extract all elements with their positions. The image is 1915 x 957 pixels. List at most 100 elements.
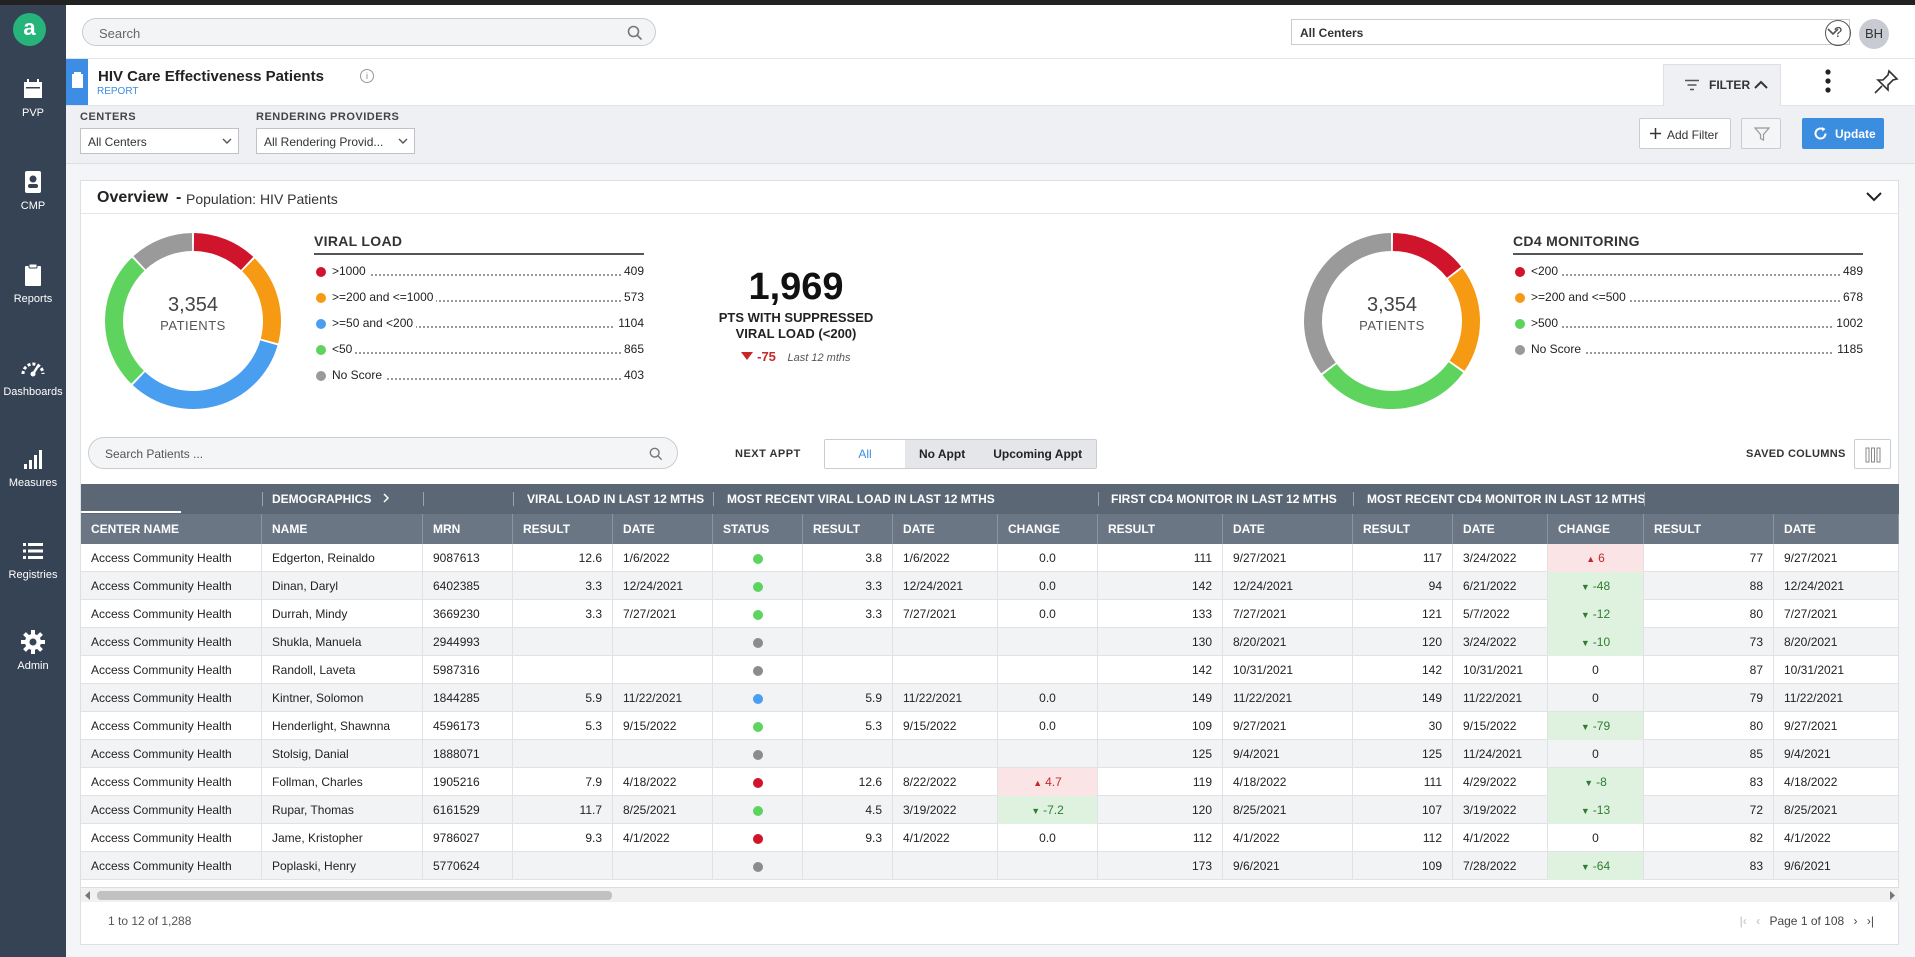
table-row[interactable]: Access Community Health Shukla, Manuela 29… bbox=[81, 628, 1899, 656]
table-row[interactable]: Access Community Health Durrah, Mindy 3669… bbox=[81, 600, 1899, 628]
table-row[interactable]: Access Community Health Randoll, Laveta 59… bbox=[81, 656, 1899, 684]
providers-label: RENDERING PROVIDERS bbox=[256, 111, 400, 123]
clear-filter-button[interactable] bbox=[1741, 118, 1781, 149]
viral-load-donut-slice[interactable] bbox=[105, 257, 145, 384]
column-header[interactable]: RESULT bbox=[513, 514, 613, 544]
table-cell[interactable]: Poplaski, Henry bbox=[262, 852, 423, 880]
user-avatar[interactable]: BH bbox=[1859, 19, 1889, 49]
pin-icon[interactable] bbox=[1872, 68, 1900, 96]
patient-search-input[interactable]: Search Patients ... bbox=[88, 437, 678, 469]
nav-label: PVP bbox=[21, 107, 44, 119]
table-cell: 7/28/2022 bbox=[1453, 852, 1548, 880]
viral-load-donut-slice[interactable] bbox=[133, 233, 193, 270]
column-header[interactable]: RESULT bbox=[803, 514, 893, 544]
viral-load-total: 3,354 bbox=[167, 294, 219, 316]
next-page-icon[interactable]: › bbox=[1853, 914, 1858, 928]
nav-item-measures[interactable]: Measures bbox=[0, 445, 66, 489]
center-select[interactable]: All Centers bbox=[1291, 19, 1850, 45]
column-header[interactable]: RESULT bbox=[1098, 514, 1223, 544]
column-header[interactable]: DATE bbox=[1453, 514, 1548, 544]
column-header[interactable]: MRN bbox=[423, 514, 513, 544]
help-button[interactable]: ? bbox=[1825, 20, 1851, 46]
nav-item-dashboards[interactable]: Dashboards bbox=[0, 354, 66, 398]
table-cell[interactable]: Edgerton, Reinaldo bbox=[262, 544, 423, 572]
table-cell[interactable]: Durrah, Mindy bbox=[262, 600, 423, 628]
horizontal-scrollbar[interactable] bbox=[81, 887, 1899, 902]
scroll-left-icon[interactable] bbox=[84, 891, 92, 900]
table-cell[interactable]: Follman, Charles bbox=[262, 768, 423, 796]
column-header[interactable]: CHANGE bbox=[1548, 514, 1644, 544]
cd4-donut-slice[interactable] bbox=[1448, 268, 1480, 371]
viral-load-donut-slice[interactable] bbox=[242, 258, 281, 344]
column-header[interactable]: DATE bbox=[613, 514, 713, 544]
global-search-input[interactable]: Search bbox=[82, 18, 656, 46]
cd4-donut-slice[interactable] bbox=[1392, 233, 1462, 278]
table-cell[interactable]: Jame, Kristopher bbox=[262, 824, 423, 852]
seg-upcoming-appt[interactable]: Upcoming Appt bbox=[979, 440, 1097, 468]
seg-all[interactable]: All bbox=[825, 440, 905, 468]
table-cell: 1/6/2022 bbox=[613, 544, 713, 572]
table-cell[interactable]: Kintner, Solomon bbox=[262, 684, 423, 712]
column-header[interactable]: NAME bbox=[262, 514, 423, 544]
table-row[interactable]: Access Community Health Jame, Kristopher 9… bbox=[81, 824, 1899, 852]
prev-page-icon[interactable]: ‹ bbox=[1756, 914, 1761, 928]
table-cell[interactable]: Dinan, Daryl bbox=[262, 572, 423, 600]
scrollbar-thumb[interactable] bbox=[97, 891, 612, 900]
more-options-icon[interactable] bbox=[1818, 67, 1838, 97]
update-label: Update bbox=[1835, 127, 1876, 141]
update-button[interactable]: Update bbox=[1802, 118, 1884, 149]
cd4-donut-slice[interactable] bbox=[1304, 233, 1392, 374]
first-page-icon[interactable]: |‹ bbox=[1739, 914, 1747, 928]
scroll-right-icon[interactable] bbox=[1888, 891, 1896, 900]
table-row[interactable]: Access Community Health Kintner, Solomon 1… bbox=[81, 684, 1899, 712]
nav-item-admin[interactable]: Admin bbox=[0, 628, 66, 672]
table-cell[interactable]: Henderlight, Shawnna bbox=[262, 712, 423, 740]
providers-select[interactable]: All Rendering Provid... bbox=[256, 128, 415, 154]
table-cell[interactable]: Rupar, Thomas bbox=[262, 796, 423, 824]
info-icon[interactable]: i bbox=[360, 69, 374, 83]
table-cell bbox=[998, 628, 1098, 656]
cd4-donut-slice[interactable] bbox=[1322, 362, 1464, 409]
table-cell bbox=[613, 628, 713, 656]
viral-load-donut-slice[interactable] bbox=[132, 340, 278, 409]
centers-select[interactable]: All Centers bbox=[80, 128, 239, 154]
table-row[interactable]: Access Community Health Dinan, Daryl 64023… bbox=[81, 572, 1899, 600]
table-row[interactable]: Access Community Health Rupar, Thomas 6161… bbox=[81, 796, 1899, 824]
nav-item-reports[interactable]: Reports bbox=[0, 261, 66, 305]
table-row[interactable]: Access Community Health Henderlight, Shaw… bbox=[81, 712, 1899, 740]
column-header[interactable]: DATE bbox=[1223, 514, 1353, 544]
column-header[interactable]: STATUS bbox=[713, 514, 803, 544]
nav-item-registries[interactable]: Registries bbox=[0, 537, 66, 581]
app-logo[interactable]: a bbox=[13, 13, 46, 46]
table-cell: 0.0 bbox=[998, 544, 1098, 572]
column-header[interactable]: DATE bbox=[893, 514, 998, 544]
status-cell bbox=[713, 740, 803, 768]
table-row[interactable]: Access Community Health Follman, Charles 1… bbox=[81, 768, 1899, 796]
table-cell: 111 bbox=[1353, 768, 1453, 796]
table-row[interactable]: Access Community Health Stolsig, Danial 18… bbox=[81, 740, 1899, 768]
column-header[interactable]: CENTER NAME bbox=[81, 514, 262, 544]
last-page-icon[interactable]: ›| bbox=[1866, 914, 1874, 928]
nav-item-cmp[interactable]: CMP bbox=[0, 168, 66, 212]
table-row[interactable]: Access Community Health Edgerton, Reinald… bbox=[81, 544, 1899, 572]
legend-dot bbox=[316, 267, 326, 277]
group-demographics[interactable]: DEMOGRAPHICS bbox=[262, 484, 391, 514]
viral-load-donut-slice[interactable] bbox=[193, 233, 254, 270]
table-cell[interactable]: Stolsig, Danial bbox=[262, 740, 423, 768]
column-header[interactable]: RESULT bbox=[1353, 514, 1453, 544]
column-header[interactable]: RESULT bbox=[1644, 514, 1774, 544]
overview-header[interactable]: Overview - Population: HIV Patients bbox=[81, 181, 1898, 214]
table-row[interactable]: Access Community Health Poplaski, Henry 57… bbox=[81, 852, 1899, 880]
chevron-down-icon[interactable] bbox=[1866, 191, 1882, 203]
filter-toggle-button[interactable]: FILTER bbox=[1663, 64, 1781, 106]
table-cell[interactable]: Randoll, Laveta bbox=[262, 656, 423, 684]
add-filter-button[interactable]: Add Filter bbox=[1639, 118, 1731, 149]
overview-title: Overview bbox=[97, 189, 169, 206]
nav-item-pvp[interactable]: PVP bbox=[0, 75, 66, 119]
leader-dots bbox=[1531, 326, 1863, 328]
seg-no-appt[interactable]: No Appt bbox=[905, 440, 980, 468]
column-header[interactable]: DATE bbox=[1774, 514, 1899, 544]
column-header[interactable]: CHANGE bbox=[998, 514, 1098, 544]
columns-button[interactable] bbox=[1854, 439, 1891, 469]
table-cell[interactable]: Shukla, Manuela bbox=[262, 628, 423, 656]
